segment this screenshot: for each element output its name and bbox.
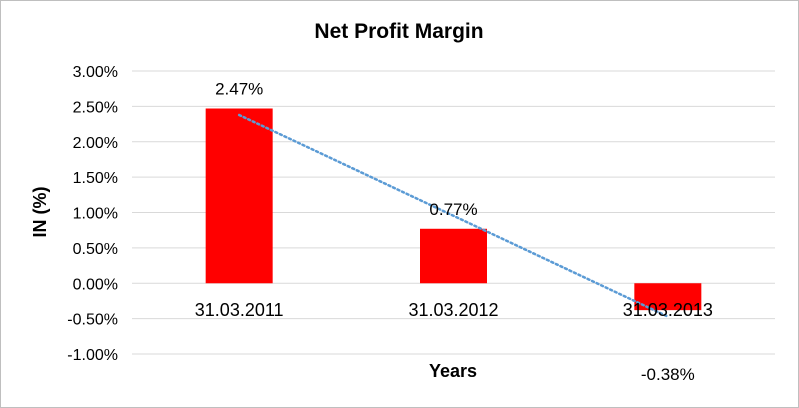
data-labels: 2.47% 0.77% -0.38%: [215, 79, 695, 384]
y-axis-title: IN (%): [30, 187, 50, 238]
y-tick-label: 3.00%: [73, 64, 118, 81]
y-tick-label: -1.00%: [67, 347, 118, 364]
x-category-label: 31.03.2011: [195, 300, 284, 320]
y-tick-label: 1.50%: [73, 170, 118, 187]
y-tick-label: -0.50%: [67, 312, 118, 329]
bar-31-03-2012: [420, 228, 487, 284]
y-axis-ticks: 3.00% 2.50% 2.00% 1.50% 1.00% 0.50% 0.00% -0.50…: [67, 64, 118, 364]
y-tick-label: 0.00%: [73, 276, 118, 293]
data-label: -0.38%: [641, 365, 695, 384]
y-tick-label: 2.00%: [73, 135, 118, 152]
chart-title: Net Profit Margin: [314, 20, 483, 43]
data-label: 2.47%: [215, 79, 263, 98]
y-tick-label: 0.50%: [73, 241, 118, 258]
x-category-label: 31.03.2013: [623, 300, 713, 320]
bar-31-03-2011: [205, 108, 273, 284]
x-axis-categories: 31.03.2011 31.03.2012 31.03.2013: [195, 300, 713, 320]
x-axis-title: Years: [429, 361, 477, 381]
y-tick-label: 1.00%: [73, 206, 118, 223]
data-label: 0.77%: [429, 200, 477, 219]
bars: [205, 108, 702, 311]
y-tick-label: 2.50%: [73, 99, 118, 116]
trendline: [237, 113, 670, 318]
trendline-group: [237, 113, 670, 318]
x-category-label: 31.03.2012: [408, 300, 498, 320]
